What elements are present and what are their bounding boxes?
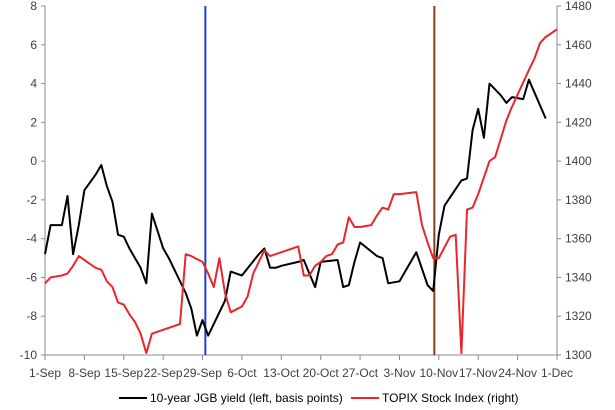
y-right-tick-label: 1320	[565, 309, 592, 323]
series-layer	[44, 28, 558, 355]
x-tick-label: 6-Oct	[227, 366, 257, 380]
series-line-jgb-yield	[44, 78, 547, 337]
x-tick-label: 29-Sep	[183, 366, 222, 380]
x-tick-label: 17-Nov	[459, 366, 498, 380]
legend-label-topix: TOPIX Stock Index (right)	[382, 391, 519, 405]
x-tick-label: 13-Oct	[263, 366, 300, 380]
y-right-tick-label: 1420	[565, 115, 592, 129]
y-left-tick-label: 2	[30, 115, 37, 129]
series-line-topix	[44, 28, 558, 355]
y-left-tick-label: -2	[26, 193, 37, 207]
y-left-tick-label: 6	[30, 38, 37, 52]
vertical-markers	[204, 6, 436, 355]
y-left-tick-label: 0	[30, 154, 37, 168]
x-tick-label: 1-Dec	[541, 366, 573, 380]
y-right-tick-label: 1340	[565, 270, 592, 284]
y-left-tick-label: -10	[20, 348, 38, 362]
y-right-tick-label: 1400	[565, 154, 592, 168]
y-right-tick-label: 1480	[565, 0, 592, 13]
x-tick-label: 27-Oct	[342, 366, 379, 380]
y-left-tick-label: 8	[30, 0, 37, 13]
y-right-tick-label: 1360	[565, 232, 592, 246]
x-tick-label: 15-Sep	[104, 366, 143, 380]
x-tick-label: 3-Nov	[383, 366, 415, 380]
x-tick-label: 10-Nov	[420, 366, 459, 380]
y-right-tick-label: 1380	[565, 193, 592, 207]
y-left-tick-label: -6	[26, 270, 37, 284]
x-tick-label: 20-Oct	[303, 366, 340, 380]
x-tick-label: 8-Sep	[68, 366, 100, 380]
y-right-tick-label: 1460	[565, 38, 592, 52]
tick-labels: 1-Sep 8-Sep 15-Sep 22-Sep 29-Sep 6-Oct 13-Oct 2…	[20, 0, 592, 380]
x-tick-label: 1-Sep	[29, 366, 61, 380]
y-left-tick-label: 4	[30, 77, 37, 91]
legend: 10-year JGB yield (left, basis points) T…	[119, 391, 519, 405]
y-left-tick-label: -8	[26, 309, 37, 323]
axes	[41, 5, 561, 360]
legend-label-jgb: 10-year JGB yield (left, basis points)	[150, 391, 343, 405]
y-right-tick-label: 1440	[565, 77, 592, 91]
y-left-tick-label: -4	[26, 232, 37, 246]
y-right-tick-label: 1300	[565, 348, 592, 362]
x-tick-label: 24-Nov	[498, 366, 537, 380]
x-tick-label: 22-Sep	[144, 366, 183, 380]
